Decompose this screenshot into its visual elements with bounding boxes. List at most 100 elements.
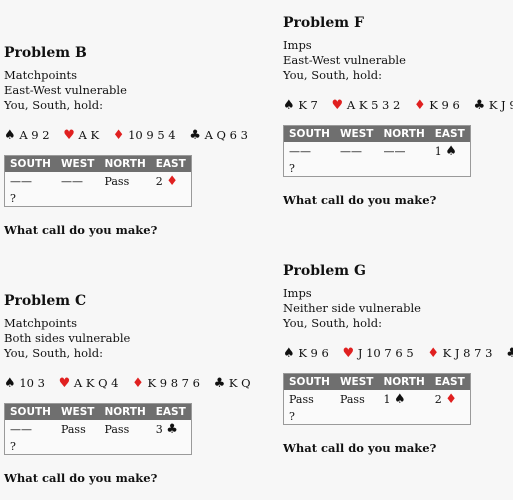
diamonds-holding: K 9 8 7 6	[147, 376, 200, 390]
problem-b: Problem B Matchpoints East-West vulnerab…	[4, 44, 249, 237]
table-row: —— Pass Pass 3 ♣	[5, 420, 192, 438]
header-east: EAST	[429, 373, 471, 390]
clubs-holding: K J 9	[488, 98, 513, 112]
club-icon: ♣	[506, 346, 513, 361]
hand: ♠ K 7 ♥ A K 5 3 2 ♦ K 9 6 ♣ K J 9	[283, 98, 513, 116]
heart-icon: ♥	[331, 98, 344, 113]
vulnerability-line: East-West vulnerable	[4, 83, 127, 97]
hearts-holding: A K Q 4	[73, 376, 119, 390]
question: What call do you make?	[4, 223, 158, 237]
auction-table: SOUTH WEST NORTH EAST —— —— Pass 2 ♦ ?	[4, 155, 192, 207]
heart-icon: ♥	[342, 346, 355, 361]
header-west: WEST	[55, 403, 100, 420]
spades-holding: K 7	[298, 98, 318, 112]
table-row: —— —— Pass 2 ♦	[5, 172, 192, 190]
club-icon: ♣	[473, 98, 486, 113]
call-south: ——	[10, 423, 32, 436]
call-west: Pass	[339, 393, 365, 406]
hearts-holding: A K 5 3 2	[346, 98, 401, 112]
header-south: SOUTH	[283, 373, 335, 390]
hold-line: You, South, hold:	[283, 68, 383, 82]
call-north: 1 ♠	[383, 392, 406, 407]
spade-icon: ♠	[283, 98, 295, 113]
spade-icon: ♠	[445, 144, 457, 159]
header-south: SOUTH	[4, 155, 56, 172]
call-north: Pass	[104, 423, 130, 436]
diamond-icon: ♦	[166, 174, 178, 189]
club-icon: ♣	[189, 128, 201, 143]
problem-title: Problem F	[283, 15, 364, 31]
hold-line: You, South, hold:	[4, 98, 104, 112]
auction-table: SOUTH WEST NORTH EAST Pass Pass 1 ♠ 2 ♦ …	[283, 373, 471, 425]
clubs-holding: A Q 6 3	[204, 128, 248, 142]
vulnerability-line: East-West vulnerable	[283, 53, 406, 67]
table-row: ?	[5, 190, 192, 207]
table-row: ?	[284, 408, 471, 425]
header-west: WEST	[55, 155, 100, 172]
diamond-icon: ♦	[413, 98, 426, 113]
call-south: ——	[289, 145, 311, 158]
spade-icon: ♠	[4, 376, 16, 391]
hand: ♠ K 9 6 ♥ J 10 7 6 5 ♦ K J 8 7 3 ♣ —	[283, 346, 513, 364]
hand: ♠ A 9 2 ♥ A K ♦ 10 9 5 4 ♣ A Q 6 3	[4, 128, 249, 146]
diamonds-holding: K J 8 7 3	[442, 346, 493, 360]
hold-line: You, South, hold:	[4, 346, 104, 360]
diamond-icon: ♦	[112, 128, 125, 143]
header-north: NORTH	[99, 155, 151, 172]
hold-line: You, South, hold:	[283, 316, 383, 330]
auction-table: SOUTH WEST NORTH EAST —— Pass Pass 3 ♣ ?	[4, 403, 192, 455]
header-north: NORTH	[378, 125, 430, 142]
heart-icon: ♥	[58, 376, 71, 391]
club-icon: ♣	[213, 376, 226, 391]
hearts-holding: J 10 7 6 5	[357, 346, 414, 360]
header-north: NORTH	[378, 373, 430, 390]
table-row: —— —— —— 1 ♠	[284, 142, 471, 160]
call-west: Pass	[60, 423, 86, 436]
header-west: WEST	[334, 125, 379, 142]
problem-title: Problem B	[4, 45, 87, 61]
table-row: ?	[284, 160, 471, 177]
header-south: SOUTH	[4, 403, 56, 420]
spades-holding: A 9 2	[19, 128, 50, 142]
call-east: 2 ♦	[155, 174, 178, 189]
problem-f: Problem F Imps East-West vulnerable You,…	[283, 14, 513, 207]
call-south: Pass	[289, 393, 314, 406]
header-east: EAST	[150, 403, 192, 420]
call-north: Pass	[104, 175, 130, 188]
call-south: ?	[10, 440, 16, 453]
call-south: ?	[289, 410, 295, 423]
problem-g: Problem G Imps Neither side vulnerable Y…	[283, 262, 513, 455]
diamond-icon: ♦	[427, 346, 439, 361]
clubs-holding: K Q	[228, 376, 251, 390]
call-east: 3 ♣	[155, 422, 178, 437]
diamonds-holding: 10 9 5 4	[128, 128, 176, 142]
scoring-line: Matchpoints	[4, 316, 77, 330]
question: What call do you make?	[283, 193, 437, 207]
problem-title: Problem G	[283, 263, 366, 279]
question: What call do you make?	[283, 441, 437, 455]
vulnerability-line: Neither side vulnerable	[283, 301, 421, 315]
header-south: SOUTH	[283, 125, 335, 142]
header-north: NORTH	[99, 403, 151, 420]
problem-c: Problem C Matchpoints Both sides vulnera…	[4, 292, 251, 485]
club-icon: ♣	[166, 422, 178, 437]
auction-table: SOUTH WEST NORTH EAST —— —— —— 1 ♠ ?	[283, 125, 471, 177]
call-west: ——	[339, 145, 362, 158]
diamonds-holding: K 9 6	[429, 98, 460, 112]
spades-holding: 10 3	[19, 376, 45, 390]
scoring-line: Imps	[283, 286, 312, 300]
diamond-icon: ♦	[445, 392, 457, 407]
hearts-holding: A K	[78, 128, 100, 142]
call-east: 2 ♦	[434, 392, 457, 407]
problem-title: Problem C	[4, 293, 87, 309]
header-east: EAST	[429, 125, 471, 142]
spade-icon: ♠	[283, 346, 295, 361]
header-east: EAST	[150, 155, 192, 172]
call-south: ?	[289, 162, 295, 175]
hand: ♠ 10 3 ♥ A K Q 4 ♦ K 9 8 7 6 ♣ K Q	[4, 376, 251, 394]
call-south: ——	[10, 175, 32, 188]
call-south: ?	[10, 192, 16, 205]
spades-holding: K 9 6	[298, 346, 329, 360]
heart-icon: ♥	[63, 128, 75, 143]
call-east: 1 ♠	[434, 144, 457, 159]
